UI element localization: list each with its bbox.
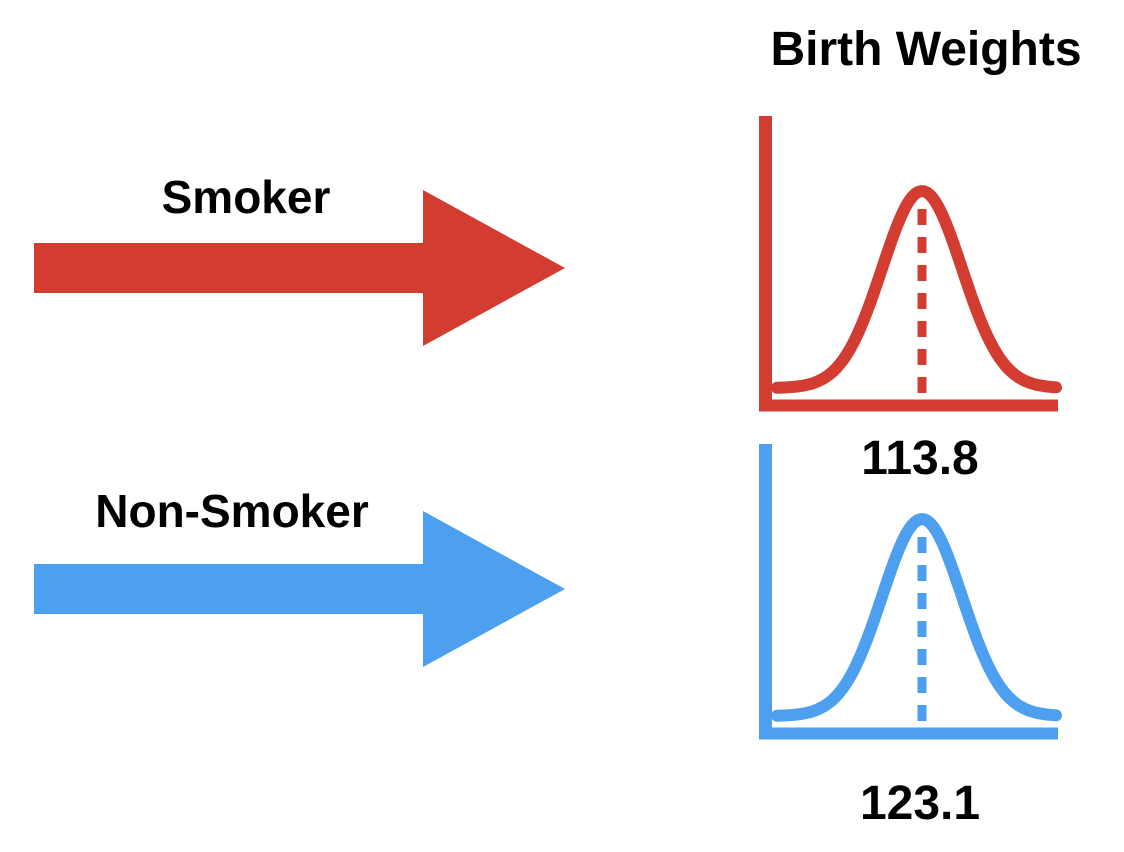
smoker-distribution-chart [759, 116, 1062, 412]
smoker-label: Smoker [161, 171, 331, 223]
non-smoker-mean-value: 123.1 [859, 777, 981, 830]
bell-curve [771, 513, 1062, 722]
arrow-shape [34, 190, 565, 346]
non-smoker-arrow [34, 511, 565, 667]
smoker-arrow [34, 190, 565, 346]
diagram-title: Birth Weights [770, 23, 1082, 76]
non-smoker-label: Non-Smoker [95, 485, 369, 537]
smoker-mean-value: 113.8 [861, 432, 979, 485]
arrow-shape [34, 511, 565, 667]
bell-curve [771, 185, 1062, 394]
non-smoker-distribution-chart [759, 444, 1062, 740]
